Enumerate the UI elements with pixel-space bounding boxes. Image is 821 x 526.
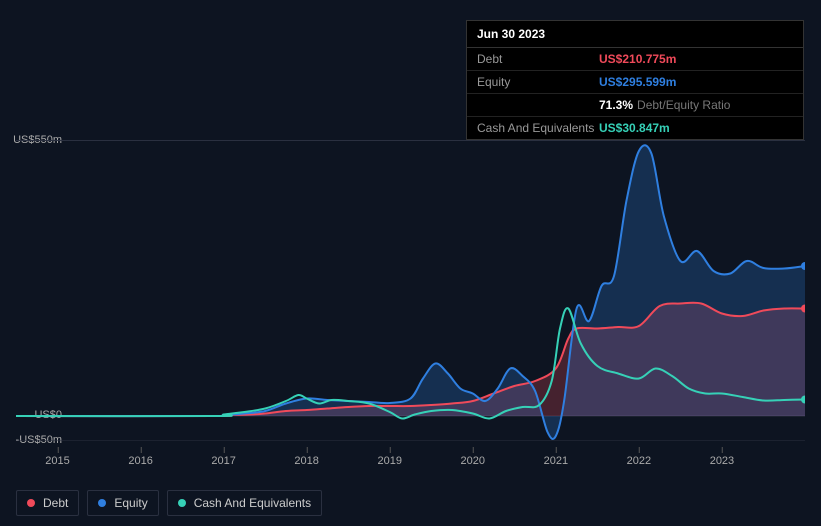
chart-area: US$550mUS$0-US$50m 201520162017201820192… <box>16 120 805 450</box>
x-axis-tick: 2019 <box>377 455 401 467</box>
tooltip-row-label: Debt <box>477 52 599 66</box>
x-axis-tick: 2017 <box>211 455 235 467</box>
x-axis-tick: 2021 <box>544 455 568 467</box>
legend-item-equity[interactable]: Equity <box>87 490 158 516</box>
legend-swatch <box>98 499 106 507</box>
tooltip-row-value: US$295.599m <box>599 75 676 89</box>
tooltip-row-value: 71.3% <box>599 98 633 112</box>
tooltip-row-label: Cash And Equivalents <box>477 121 599 135</box>
tooltip-row: DebtUS$210.775m <box>467 48 803 71</box>
tooltip-row-secondary: Debt/Equity Ratio <box>637 98 730 112</box>
legend-label: Equity <box>114 496 147 510</box>
x-axis-tick: 2020 <box>461 455 485 467</box>
tooltip-row: EquityUS$295.599m <box>467 71 803 94</box>
legend-item-debt[interactable]: Debt <box>16 490 79 516</box>
x-axis-tick: 2016 <box>128 455 152 467</box>
x-axis: 2015 2016 2017 2018 2019 2020 2021 2022 2023 <box>16 445 805 465</box>
legend-label: Debt <box>43 496 68 510</box>
x-axis-tick: 2023 <box>710 455 734 467</box>
series-fill-equity <box>16 145 805 439</box>
legend: Debt Equity Cash And Equivalents <box>16 490 322 516</box>
tooltip-date: Jun 30 2023 <box>467 21 803 48</box>
tooltip-row: Cash And EquivalentsUS$30.847m <box>467 117 803 139</box>
tooltip-row: 71.3% Debt/Equity Ratio <box>467 94 803 117</box>
tooltip-row-label: Equity <box>477 75 599 89</box>
tooltip-row-value: US$210.775m <box>599 52 676 66</box>
tooltip-row-value: US$30.847m <box>599 121 670 135</box>
plot-region[interactable] <box>16 140 805 440</box>
legend-item-cash-and-equivalents[interactable]: Cash And Equivalents <box>167 490 322 516</box>
chart-tooltip: Jun 30 2023 DebtUS$210.775mEquityUS$295.… <box>466 20 804 140</box>
x-axis-tick: 2018 <box>294 455 318 467</box>
legend-label: Cash And Equivalents <box>194 496 311 510</box>
x-axis-tick: 2022 <box>627 455 651 467</box>
x-axis-tick: 2015 <box>45 455 69 467</box>
legend-swatch <box>178 499 186 507</box>
legend-swatch <box>27 499 35 507</box>
